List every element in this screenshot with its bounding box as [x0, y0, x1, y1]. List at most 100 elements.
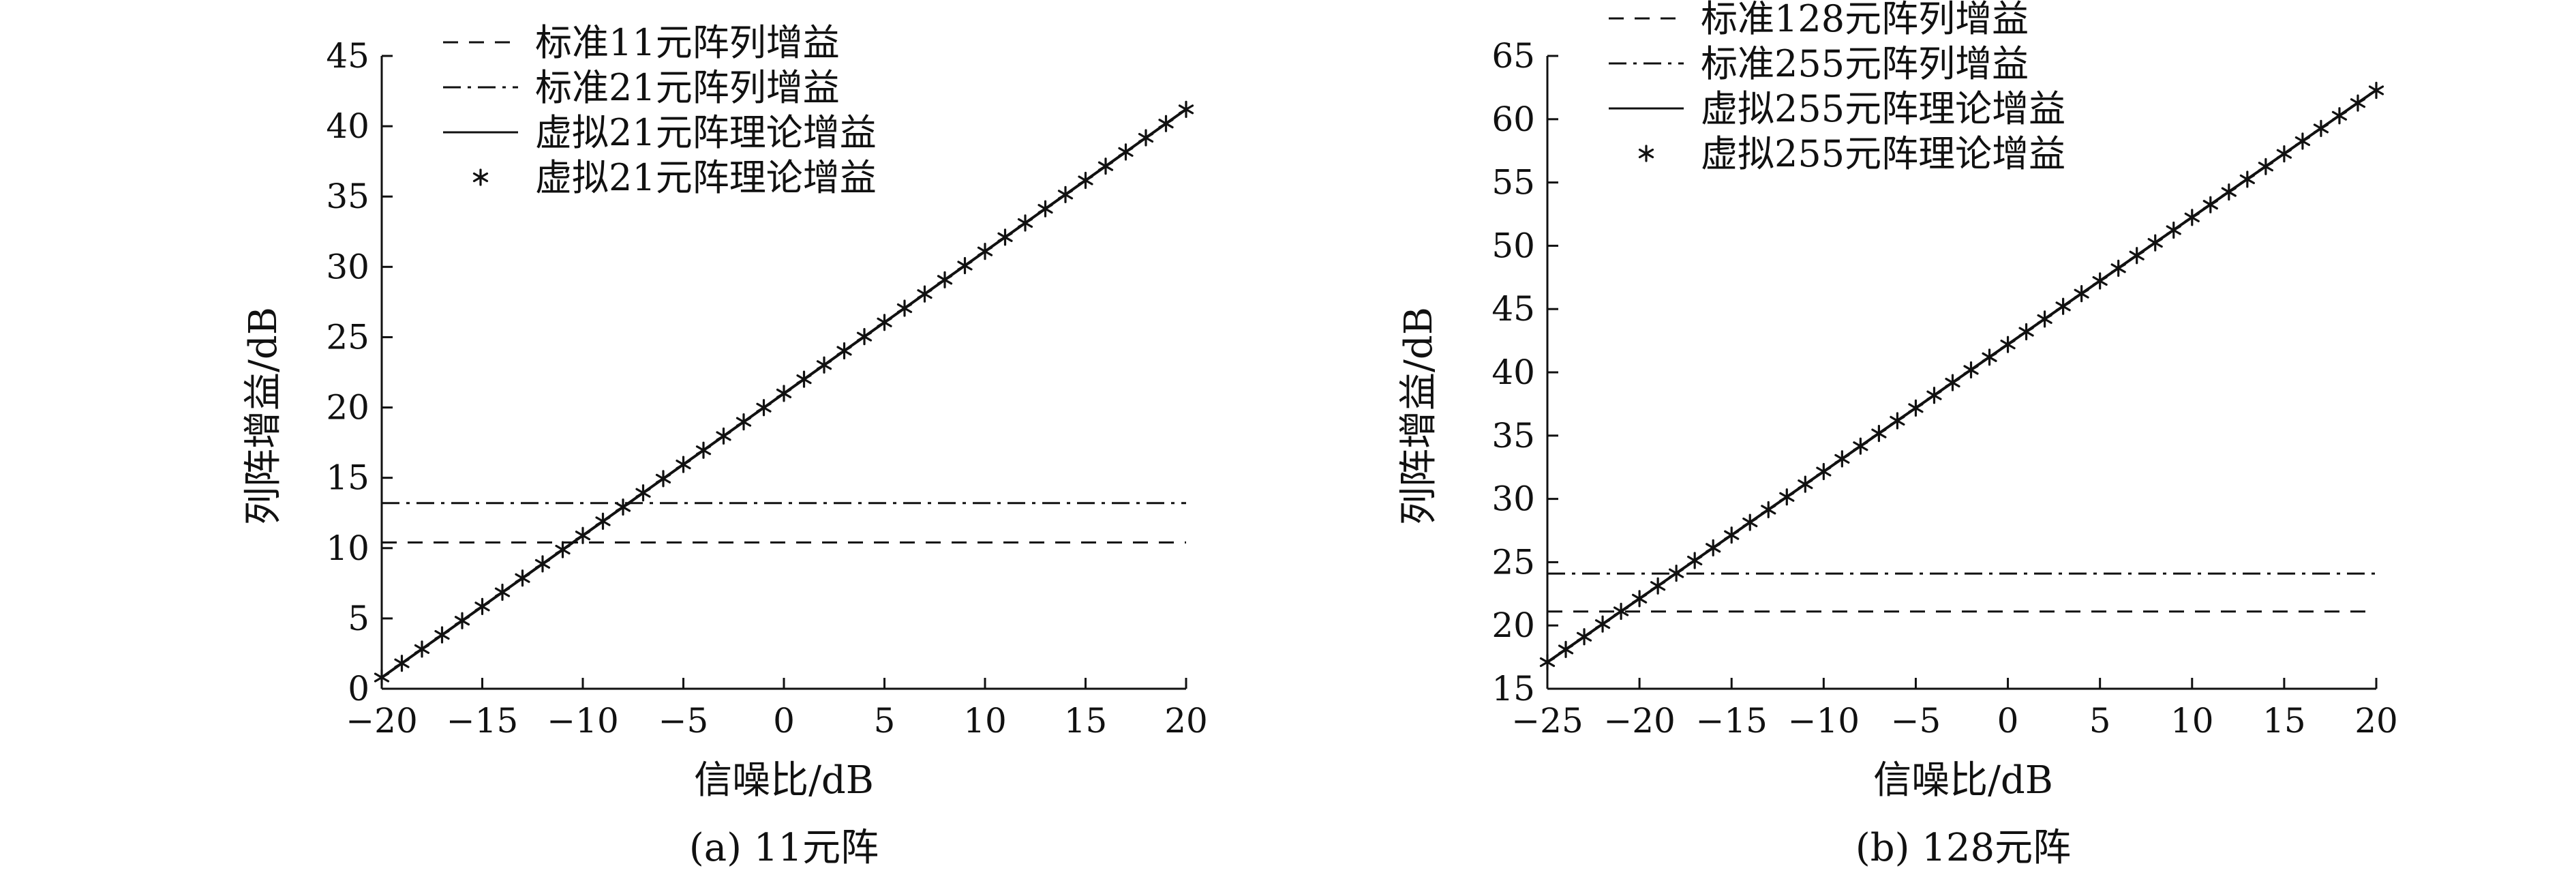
data-point-marker-a: [937, 271, 953, 288]
data-point-marker-b: [1853, 437, 1868, 455]
data-point-marker-a: [555, 541, 571, 558]
data-point-marker-b: [1816, 462, 1832, 481]
data-point-marker-b: [2166, 221, 2181, 239]
data-point-marker-b: [2000, 336, 2016, 353]
data-point-marker-b: [1963, 361, 1979, 379]
data-point-marker-b: [2258, 158, 2273, 175]
y-tick-label-b: 40: [1491, 353, 1535, 392]
x-tick-label-b: 10: [2170, 701, 2214, 741]
data-point-marker-b: [2294, 132, 2311, 150]
data-point-marker-a: [1118, 143, 1134, 161]
x-tick-label-b: 5: [2089, 701, 2111, 741]
legend-b: 标准128元阵列增益标准255元阵列增益虚拟255元阵理论增益虚拟255元阵理论…: [1609, 0, 2065, 175]
data-point-marker-b: [2368, 81, 2384, 100]
y-tick-label-a: 30: [326, 247, 369, 286]
data-point-marker-b: [1834, 450, 1850, 468]
data-point-marker-a: [534, 555, 551, 573]
x-tick-label-a: 20: [1164, 701, 1208, 741]
data-point-marker-b: [2313, 119, 2329, 137]
data-point-marker-b: [2331, 107, 2348, 125]
data-point-marker-b: [1613, 602, 1629, 621]
data-point-marker-a: [635, 484, 651, 502]
series-a: [374, 100, 1194, 687]
data-point-marker-b: [1687, 552, 1703, 569]
caption-a: (a) 11元阵: [689, 826, 879, 870]
y-axis-title-b: 列阵增益/dB: [1397, 307, 1441, 525]
legend-label-b: 虚拟255元阵理论增益: [1701, 87, 2065, 130]
chart-panel-b: −25 −20 −15 −10 −5 0 5 10 15 20 15 20 25 30 35 40 45 50 55…: [1397, 0, 2398, 870]
data-point-marker-a: [1037, 200, 1053, 218]
legend-label-a: 标准21元阵列增益: [535, 66, 840, 109]
data-point-marker-a: [474, 597, 490, 615]
data-point-marker-b: [2221, 183, 2237, 201]
x-tick-label-b: −20: [1603, 701, 1676, 741]
y-tick-label-b: 50: [1491, 226, 1535, 265]
legend-marker-a: [472, 168, 489, 186]
y-tick-label-b: 15: [1491, 669, 1535, 709]
data-point-marker-a: [736, 413, 752, 431]
data-point-marker-b: [1982, 348, 1997, 366]
x-tick-label-a: −10: [547, 701, 619, 741]
data-point-marker-b: [2092, 272, 2108, 290]
data-point-marker-a: [856, 328, 873, 346]
data-point-marker-a: [655, 470, 671, 488]
data-point-marker-a: [494, 583, 511, 601]
data-point-marker-b: [1908, 399, 1924, 417]
data-point-marker-b: [1724, 526, 1740, 544]
data-point-marker-a: [1158, 115, 1174, 132]
data-point-marker-b: [1669, 564, 1684, 582]
y-tick-label-b: 55: [1491, 163, 1535, 203]
y-tick-label-a: 5: [348, 599, 369, 638]
legend-label-a: 虚拟21元阵理论增益: [535, 156, 877, 199]
x-tick-label-a: −5: [658, 701, 709, 741]
x-tick-label-b: 15: [2262, 701, 2306, 741]
y-tick-label-b: 20: [1491, 606, 1535, 645]
data-point-marker-b: [2276, 145, 2292, 163]
y-tick-label-b: 65: [1491, 36, 1535, 76]
y-axis-title-a: 列阵增益/dB: [241, 307, 286, 525]
y-tick-label-a: 15: [326, 458, 369, 498]
data-point-marker-a: [816, 356, 832, 374]
data-point-marker-a: [756, 399, 772, 417]
y-tick-label-a: 25: [326, 317, 369, 357]
data-point-marker-a: [957, 256, 973, 275]
data-point-marker-a: [575, 526, 591, 544]
data-point-marker-a: [434, 626, 450, 644]
data-point-marker-b: [1798, 475, 1813, 493]
x-tick-label-a: −20: [346, 701, 418, 741]
data-point-marker-a: [1178, 100, 1194, 118]
x-axis-title-a: 信噪比/dB: [694, 758, 874, 803]
data-point-marker-b: [1558, 640, 1574, 658]
data-point-marker-a: [394, 655, 410, 672]
data-point-marker-b: [2037, 310, 2052, 328]
y-tick-label-a: 40: [326, 106, 369, 146]
data-point-marker-b: [1871, 425, 1887, 443]
data-point-marker-b: [1650, 577, 1666, 595]
x-tick-label-b: −10: [1788, 701, 1860, 741]
data-point-marker-b: [1742, 513, 1758, 531]
data-point-marker-a: [676, 456, 691, 473]
data-point-marker-a: [595, 512, 611, 530]
x-tick-label-a: 5: [874, 701, 896, 741]
y-tick-label-b: 30: [1491, 479, 1535, 519]
x-tick-label-a: −15: [446, 701, 519, 741]
data-point-marker-b: [1539, 653, 1556, 671]
data-point-marker-a: [836, 342, 852, 360]
y-tick-label-b: 35: [1491, 416, 1535, 456]
x-tick-label-b: −25: [1511, 701, 1584, 741]
data-point-marker-b: [1779, 488, 1795, 506]
y-tick-label-a: 45: [326, 36, 369, 76]
data-point-marker-a: [454, 612, 470, 629]
legend-label-a: 标准11元阵列增益: [535, 21, 840, 64]
axes-b: −25 −20 −15 −10 −5 0 5 10 15 20 15 20 25 30 35 40 45 50 55…: [1491, 36, 2397, 741]
data-point-marker-a: [1057, 185, 1074, 203]
data-point-marker-b: [2074, 285, 2089, 303]
x-tick-label-a: 0: [773, 701, 795, 741]
data-point-marker-a: [776, 385, 792, 402]
y-tick-label-b: 25: [1491, 542, 1535, 582]
data-point-marker-a: [997, 228, 1013, 246]
legend-label-b: 标准255元阵列增益: [1701, 42, 2029, 85]
x-axis-title-b: 信噪比/dB: [1873, 758, 2053, 803]
y-tick-label-b: 45: [1491, 289, 1535, 329]
